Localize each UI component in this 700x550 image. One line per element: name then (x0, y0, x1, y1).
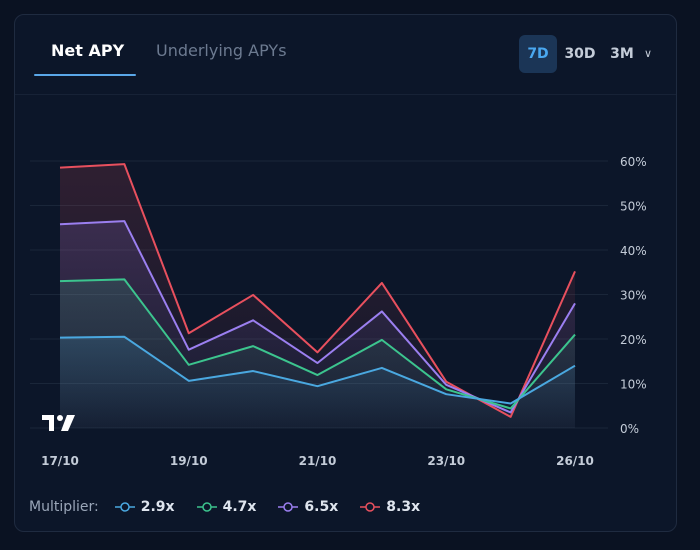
legend-item-label: 4.7x (222, 499, 257, 515)
y-tick-label: 50% (620, 200, 647, 214)
legend-item-label: 8.3x (386, 499, 421, 515)
x-tick-label: 23/10 (427, 454, 465, 468)
x-tick-label: 26/10 (556, 454, 594, 468)
x-tick-label: 19/10 (170, 454, 208, 468)
legend-swatch-icon (114, 502, 135, 512)
tradingview-logo-icon (42, 415, 75, 431)
x-tick-label: 21/10 (299, 454, 337, 468)
active-tab-indicator (34, 74, 136, 76)
legend-swatch-icon (196, 502, 217, 512)
series-area-2.9x (60, 336, 575, 428)
chevron-down-icon[interactable]: ∨ (644, 47, 653, 60)
y-tick-label: 20% (620, 333, 647, 347)
header-divider (15, 94, 676, 95)
legend-item[interactable]: 6.5x (278, 499, 338, 515)
legend-title: Multiplier: (29, 499, 99, 515)
legend: Multiplier: 2.9x 4.7x 6.5x 8.3x (29, 497, 442, 517)
legend-item[interactable]: 2.9x (114, 499, 175, 515)
tab-underlying-apys[interactable]: Underlying APYs (156, 41, 287, 60)
y-tick-label: 60% (620, 155, 647, 169)
legend-item-label: 6.5x (304, 499, 339, 515)
legend-swatch-icon (360, 502, 381, 512)
y-tick-label: 10% (620, 378, 647, 392)
legend-swatch-icon (278, 502, 299, 512)
tab-net-apy[interactable]: Net APY (51, 41, 125, 60)
series-line-8.3x (59, 163, 576, 418)
series-line-6.5x (59, 220, 576, 414)
legend-item-label: 2.9x (140, 499, 175, 515)
legend-item[interactable]: 8.3x (360, 499, 420, 515)
legend-item[interactable]: 4.7x (196, 499, 257, 515)
y-tick-label: 0% (620, 422, 639, 436)
range-30d-button[interactable]: 30D (564, 46, 596, 62)
range-3m-button[interactable]: 3M (610, 46, 634, 62)
x-tick-label: 17/10 (41, 454, 79, 468)
y-tick-label: 40% (620, 244, 647, 258)
series-line-2.9x (59, 335, 576, 405)
y-tick-label: 30% (620, 289, 647, 303)
series-line-4.7x (59, 278, 576, 410)
range-7d-button[interactable]: 7D (519, 35, 557, 73)
